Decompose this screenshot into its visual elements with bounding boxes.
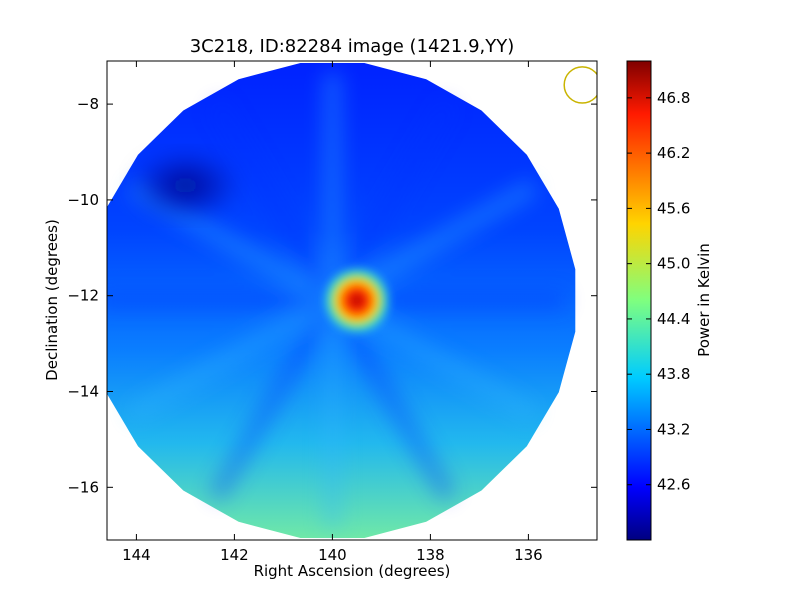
x-tick-label: 144 [122, 546, 151, 564]
radio-source [320, 264, 393, 337]
x-tick-label: 138 [416, 546, 445, 564]
beam-marker-layer [563, 66, 597, 104]
cold-region [130, 150, 241, 221]
x-axis-label: Right Ascension (degrees) [254, 562, 451, 580]
y-tick-label: −8 [77, 95, 99, 113]
colorbar-tick-label: 46.2 [657, 144, 690, 162]
colorbar-tick-label: 45.0 [657, 255, 690, 273]
y-tick-label: −16 [67, 478, 99, 496]
colorbar-tick-label: 42.6 [657, 476, 690, 494]
colorbar-tick-label: 45.6 [657, 199, 690, 217]
colorbar-gradient [626, 60, 652, 541]
colorbar-label: Power in Kelvin [695, 243, 713, 357]
y-tick-label: −10 [67, 191, 99, 209]
y-axis-ticks: −8 −10 −12 −14 −16 [67, 95, 597, 496]
y-tick-label: −12 [67, 287, 99, 305]
radial-streak [208, 295, 341, 503]
y-axis-label: Declination (degrees) [43, 219, 61, 381]
chart-title: 3C218, ID:82284 image (1421.9,YY) [190, 36, 515, 57]
radial-streak [126, 292, 337, 423]
colorbar-tick-label: 43.2 [657, 420, 690, 438]
colorbar-tick-label: 46.8 [657, 89, 690, 107]
x-tick-label: 136 [514, 546, 543, 564]
plot-area: 144 142 140 138 136 −8 −10 −12 −14 −16 [67, 60, 598, 564]
colorbar-ticks: 42.6 43.2 43.8 44.4 45.0 45.6 46.2 46.8 [627, 89, 690, 494]
radial-streak [208, 98, 341, 306]
colorbar-tick-label: 43.8 [657, 365, 690, 383]
colorbar-tick-label: 44.4 [657, 310, 690, 328]
x-tick-label: 142 [220, 546, 249, 564]
plot-frame [106, 60, 598, 541]
sources-layer [130, 150, 393, 337]
x-tick-label: 140 [318, 546, 347, 564]
y-tick-label: −14 [67, 383, 99, 401]
x-axis-ticks: 144 142 140 138 136 [122, 61, 543, 564]
beam-marker [563, 66, 597, 104]
colorbar: 42.6 43.2 43.8 44.4 45.0 45.6 46.2 46.8 Power i… [626, 60, 713, 541]
